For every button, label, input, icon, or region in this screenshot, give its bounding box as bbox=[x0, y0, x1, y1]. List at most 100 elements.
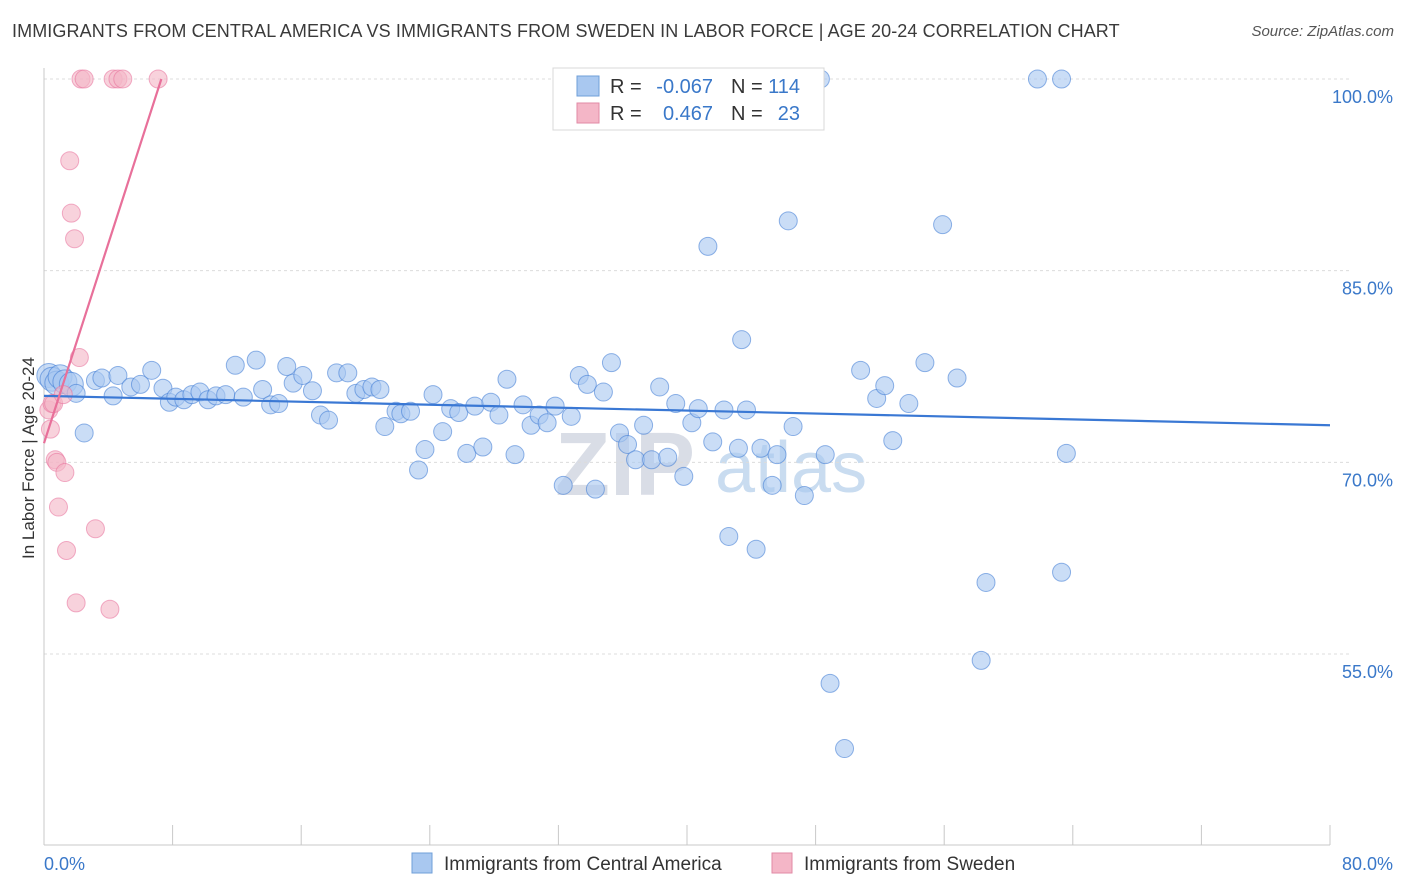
y-tick-labels: 100.0% 85.0% 70.0% 55.0% bbox=[1332, 87, 1393, 682]
watermark: ZIP atlas bbox=[555, 415, 867, 515]
point-sweden-9 bbox=[57, 541, 77, 560]
point-central-america-37 bbox=[338, 363, 358, 383]
point-central-america-113 bbox=[1052, 562, 1072, 582]
trend-lines bbox=[42, 78, 1331, 444]
point-central-america-41 bbox=[370, 380, 390, 399]
point-sweden-17 bbox=[85, 519, 105, 539]
point-central-america-54 bbox=[473, 437, 493, 457]
point-central-america-56 bbox=[489, 405, 509, 425]
point-central-america-87 bbox=[732, 330, 752, 350]
legend-swatch-central-america bbox=[576, 75, 600, 97]
point-central-america-83 bbox=[703, 432, 723, 452]
point-central-america-46 bbox=[409, 460, 429, 480]
y-axis-title: In Labor Force | Age 20-24 bbox=[19, 357, 38, 559]
point-central-america-82 bbox=[698, 236, 718, 256]
chart-title: IMMIGRANTS FROM CENTRAL AMERICA VS IMMIG… bbox=[12, 21, 1120, 41]
trend-line-sweden bbox=[42, 78, 163, 444]
point-central-america-103 bbox=[883, 431, 903, 451]
point-central-america-93 bbox=[778, 211, 798, 231]
y-tick-label-0: 100.0% bbox=[1332, 87, 1393, 107]
point-central-america-63 bbox=[545, 396, 565, 416]
point-central-america-35 bbox=[319, 410, 339, 430]
point-central-america-27 bbox=[253, 380, 273, 399]
point-central-america-33 bbox=[302, 381, 322, 401]
point-central-america-73 bbox=[626, 450, 646, 470]
point-central-america-88 bbox=[736, 400, 756, 420]
point-central-america-84 bbox=[714, 400, 734, 420]
point-central-america-76 bbox=[650, 377, 670, 397]
legend-r-value-2: 0.467 bbox=[663, 103, 713, 125]
point-central-america-99 bbox=[835, 739, 855, 759]
x-tick-labels: 0.0% 80.0% bbox=[44, 854, 1393, 874]
legend-r-value-1: -0.067 bbox=[656, 76, 713, 98]
point-central-america-48 bbox=[423, 385, 443, 405]
point-central-america-86 bbox=[728, 438, 748, 458]
data-points bbox=[36, 69, 1076, 759]
point-central-america-91 bbox=[762, 475, 782, 495]
point-sweden-14 bbox=[69, 348, 89, 368]
point-central-america-100 bbox=[851, 360, 871, 380]
point-sweden-6 bbox=[48, 497, 68, 517]
point-central-america-30 bbox=[277, 357, 297, 376]
point-central-america-98 bbox=[820, 673, 840, 693]
series-legend-swatch-sweden bbox=[771, 852, 793, 874]
series-legend-swatch-central-america bbox=[411, 852, 433, 874]
point-central-america-75 bbox=[642, 450, 662, 470]
legend-n-value-1: 114 bbox=[768, 76, 800, 98]
axes bbox=[43, 68, 1331, 846]
point-central-america-24 bbox=[225, 355, 245, 375]
legend-n-label-2: N = bbox=[731, 103, 763, 125]
point-central-america-111 bbox=[1052, 69, 1072, 89]
point-central-america-92 bbox=[767, 445, 787, 465]
point-sweden-21 bbox=[113, 69, 133, 89]
point-central-america-112 bbox=[1056, 443, 1076, 463]
point-central-america-42 bbox=[375, 417, 395, 437]
point-central-america-67 bbox=[577, 374, 597, 394]
stats-legend: R = -0.067 N = 114 R = 0.467 N = 23 bbox=[552, 67, 825, 131]
point-central-america-47 bbox=[415, 440, 435, 460]
point-central-america-110 bbox=[1027, 69, 1047, 89]
series-legend-label-sweden: Immigrants from Sweden bbox=[804, 854, 1015, 875]
source-credit: Source: ZipAtlas.com bbox=[1251, 23, 1394, 40]
y-tick-label-3: 55.0% bbox=[1342, 662, 1393, 682]
point-central-america-85 bbox=[719, 526, 739, 546]
point-central-america-58 bbox=[505, 445, 525, 465]
point-central-america-69 bbox=[593, 382, 613, 402]
legend-r-label-2: R = bbox=[610, 103, 642, 125]
point-central-america-81 bbox=[688, 399, 708, 419]
point-central-america-49 bbox=[433, 422, 453, 442]
point-central-america-109 bbox=[976, 572, 996, 592]
point-central-america-25 bbox=[233, 387, 253, 407]
point-central-america-45 bbox=[401, 401, 421, 421]
point-central-america-10 bbox=[103, 386, 123, 406]
point-sweden-13 bbox=[66, 593, 86, 613]
legend-r-label-1: R = bbox=[610, 76, 642, 98]
point-central-america-72 bbox=[618, 434, 638, 454]
point-central-america-32 bbox=[293, 365, 313, 385]
point-central-america-29 bbox=[269, 394, 289, 414]
legend-swatch-sweden bbox=[576, 102, 600, 124]
point-central-america-106 bbox=[933, 215, 953, 235]
series-legend: Immigrants from Central America Immigran… bbox=[411, 852, 1015, 875]
point-central-america-89 bbox=[746, 539, 766, 559]
point-central-america-78 bbox=[666, 394, 686, 414]
point-central-america-97 bbox=[815, 445, 835, 465]
point-central-america-9 bbox=[92, 368, 112, 388]
point-central-america-79 bbox=[674, 466, 694, 486]
grid bbox=[44, 78, 1350, 655]
point-central-america-77 bbox=[658, 447, 678, 467]
point-central-america-95 bbox=[794, 486, 814, 506]
point-central-america-13 bbox=[130, 374, 150, 394]
point-central-america-68 bbox=[585, 479, 605, 499]
y-tick-label-2: 70.0% bbox=[1342, 470, 1393, 490]
point-sweden-10 bbox=[60, 151, 80, 171]
point-sweden-16 bbox=[74, 69, 94, 89]
point-central-america-104 bbox=[899, 394, 919, 414]
point-central-america-74 bbox=[634, 415, 654, 435]
point-central-america-105 bbox=[915, 353, 935, 373]
legend-n-label-1: N = bbox=[731, 76, 763, 98]
point-sweden-8 bbox=[55, 463, 75, 483]
point-central-america-64 bbox=[553, 475, 573, 495]
point-central-america-59 bbox=[513, 395, 533, 415]
